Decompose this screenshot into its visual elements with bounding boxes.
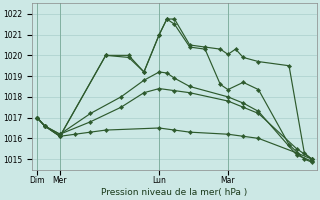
X-axis label: Pression niveau de la mer( hPa ): Pression niveau de la mer( hPa ): [101, 188, 248, 197]
